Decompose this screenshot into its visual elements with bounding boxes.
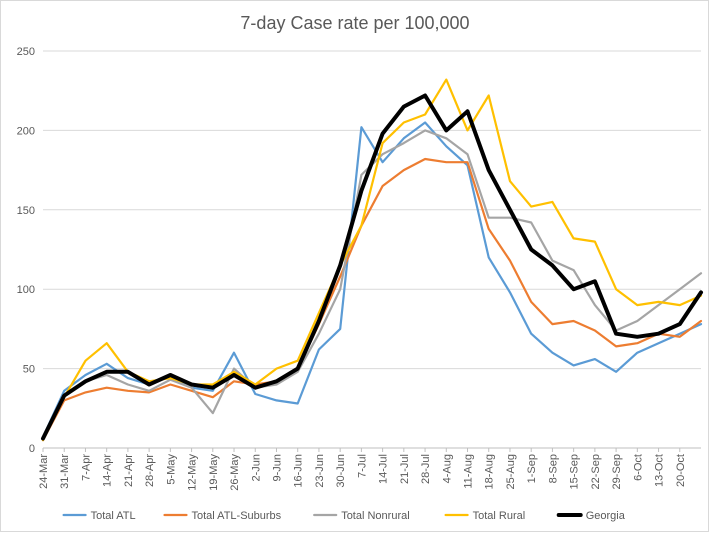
y-tick-label: 250 bbox=[17, 46, 35, 58]
x-tick-label: 9-Jun bbox=[271, 454, 283, 482]
x-tick-label: 31-Mar bbox=[59, 454, 71, 489]
legend-item: Total Rural bbox=[444, 510, 526, 522]
legend-item: Total ATL-Suburbs bbox=[163, 510, 282, 522]
x-tick-label: 26-May bbox=[229, 454, 241, 491]
series-line-georgia bbox=[41, 93, 703, 441]
x-tick-label: 21-Apr bbox=[123, 454, 135, 487]
x-tick-label: 11-Aug bbox=[463, 454, 475, 489]
legend-label: Total Rural bbox=[473, 510, 526, 522]
x-tick-label: 4-Aug bbox=[441, 454, 453, 483]
x-tick-label: 20-Oct bbox=[675, 454, 687, 487]
legend-label: Total Nonrural bbox=[341, 510, 409, 522]
x-tick-label: 21-Jul bbox=[399, 454, 411, 484]
x-tick-label: 16-Jun bbox=[293, 454, 305, 488]
legend-label: Georgia bbox=[586, 510, 626, 522]
x-tick-label: 25-Aug bbox=[505, 454, 517, 489]
x-tick-label: 6-Oct bbox=[632, 454, 644, 481]
legend-label: Total ATL bbox=[91, 510, 136, 522]
x-tick-label: 7-Jul bbox=[356, 454, 368, 478]
x-tick-label: 29-Sep bbox=[611, 454, 623, 489]
x-tick-label: 2-Jun bbox=[250, 454, 262, 482]
x-tick-label: 23-Jun bbox=[314, 454, 326, 488]
series-line-total-atl-suburbs bbox=[41, 157, 703, 442]
x-tick-label: 15-Sep bbox=[569, 454, 581, 489]
y-tick-label: 100 bbox=[17, 284, 35, 296]
y-tick-label: 0 bbox=[29, 443, 35, 455]
legend-item: Total Nonrural bbox=[313, 510, 410, 522]
chart-title: 7-day Case rate per 100,000 bbox=[240, 13, 469, 33]
x-tick-label: 12-May bbox=[187, 454, 199, 491]
legend-label: Total ATL-Suburbs bbox=[192, 510, 282, 522]
x-tick-label: 18-Aug bbox=[484, 454, 496, 489]
x-tick-label: 19-May bbox=[208, 454, 220, 491]
y-axis-ticks: 0 50 100 150 200 250 bbox=[17, 46, 35, 455]
x-tick-label: 14-Apr bbox=[102, 454, 114, 487]
x-tick-label: 22-Sep bbox=[590, 454, 602, 489]
x-tick-label: 28-Jul bbox=[420, 454, 432, 484]
x-tick-label: 8-Sep bbox=[547, 454, 559, 483]
x-axis-ticks: 24-Mar 31-Mar 7-Apr 14-Apr 21-Apr 28-Apr 5-May… bbox=[38, 448, 687, 491]
gridlines bbox=[43, 50, 701, 449]
legend: Total ATL Total ATL-Suburbs Total Nonrural… bbox=[62, 510, 626, 522]
x-tick-label: 5-May bbox=[165, 454, 177, 485]
x-tick-label: 14-Jul bbox=[378, 454, 390, 484]
y-tick-label: 150 bbox=[17, 205, 35, 217]
x-tick-label: 30-Jun bbox=[335, 454, 347, 488]
x-tick-label: 7-Apr bbox=[80, 454, 92, 481]
x-tick-label: 24-Mar bbox=[38, 454, 50, 489]
legend-item: Total ATL bbox=[62, 510, 136, 522]
x-tick-label: 13-Oct bbox=[654, 454, 666, 487]
y-tick-label: 200 bbox=[17, 125, 35, 137]
series-line-total-rural bbox=[41, 78, 703, 442]
legend-item: Georgia bbox=[556, 510, 626, 522]
x-tick-label: 28-Apr bbox=[144, 454, 156, 487]
x-tick-label: 1-Sep bbox=[526, 454, 538, 483]
y-tick-label: 50 bbox=[23, 364, 35, 376]
series-lines bbox=[41, 78, 703, 442]
